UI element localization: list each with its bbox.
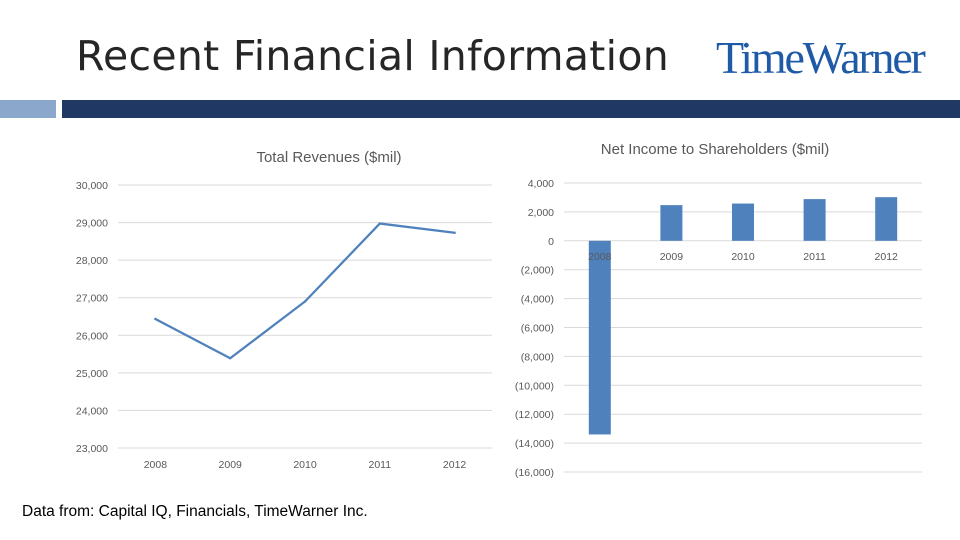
revenue-point	[154, 317, 157, 321]
net-income-chart-title: Net Income to Shareholders ($mil)	[601, 141, 829, 158]
net-income-bar	[660, 205, 683, 241]
revenue-y-tick-label: 27,000	[76, 293, 108, 305]
revenue-y-tick-label: 30,000	[76, 180, 108, 192]
net-income-y-axis: (16,000) (14,000) (12,000) (10,000) (8,000) (…	[515, 178, 554, 479]
data-source-note: Data from: Capital IQ, Financials, TimeW…	[22, 503, 368, 520]
revenue-point	[303, 300, 307, 303]
net-income-bar	[732, 203, 754, 241]
revenue-point	[229, 357, 232, 360]
revenue-y-tick-label: 24,000	[76, 405, 108, 417]
net-income-y-tick-label: (16,000)	[515, 467, 554, 479]
net-income-x-tick-label: 2008	[588, 251, 612, 263]
revenue-gridlines	[118, 184, 492, 449]
revenue-point	[453, 231, 456, 234]
header-band-accent	[0, 100, 56, 118]
net-income-y-tick-label: 4,000	[528, 178, 554, 190]
net-income-bar	[875, 197, 898, 241]
header-band	[62, 100, 960, 118]
revenue-y-axis: 23,000 24,000 25,000 26,000 27,000 28,000 29,0…	[76, 180, 108, 455]
revenue-point	[378, 222, 381, 225]
net-income-bar	[588, 240, 611, 435]
net-income-y-tick-label: (8,000)	[521, 351, 554, 363]
net-income-y-tick-label: 0	[548, 236, 554, 248]
revenue-x-tick-label: 2010	[293, 459, 317, 471]
revenue-chart-title: Total Revenues ($mil)	[256, 149, 401, 166]
net-income-y-tick-label: (14,000)	[515, 438, 554, 450]
revenue-x-tick-label: 2012	[443, 459, 467, 471]
revenue-y-tick-label: 29,000	[76, 218, 108, 230]
net-income-y-tick-label: (12,000)	[515, 409, 554, 421]
page-title: Recent Financial Information	[76, 32, 670, 80]
net-income-x-axis: 2008 2009 2010 2011 2012	[588, 251, 898, 263]
revenue-x-tick-label: 2009	[219, 459, 243, 471]
net-income-y-tick-label: (6,000)	[521, 323, 554, 335]
revenue-x-tick-label: 2011	[369, 459, 392, 471]
time-warner-logo: TimeWarner	[716, 32, 926, 83]
revenue-x-tick-label: 2008	[144, 459, 168, 471]
revenue-series	[154, 222, 456, 360]
revenue-y-tick-label: 25,000	[76, 368, 108, 380]
net-income-y-tick-label: 2,000	[528, 207, 554, 219]
revenue-x-axis: 2008 2009 2010 2011 2012	[144, 459, 467, 471]
net-income-y-tick-label: (10,000)	[515, 380, 554, 392]
revenue-y-tick-label: 26,000	[76, 330, 108, 342]
net-income-y-tick-label: (2,000)	[521, 265, 554, 277]
net-income-x-tick-label: 2011	[803, 251, 826, 263]
net-income-x-tick-label: 2012	[875, 251, 899, 263]
net-income-y-tick-label: (4,000)	[521, 294, 554, 306]
net-income-x-tick-label: 2009	[660, 251, 684, 263]
net-income-series	[588, 197, 898, 435]
net-income-bar	[803, 199, 826, 241]
revenue-y-tick-label: 23,000	[76, 443, 108, 455]
net-income-x-tick-label: 2010	[731, 251, 755, 263]
revenue-y-tick-label: 28,000	[76, 255, 108, 267]
